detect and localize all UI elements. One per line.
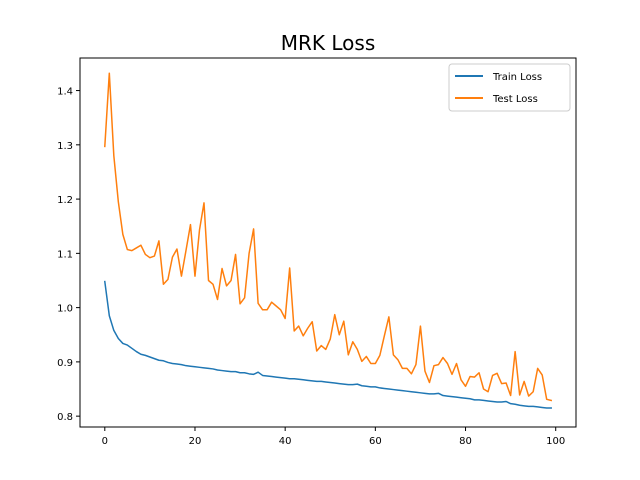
legend-label-train-loss: Train Loss: [492, 72, 542, 83]
y-tick-label: 1.3: [57, 141, 73, 152]
x-tick-label: 60: [369, 436, 382, 447]
x-tick-label: 80: [459, 436, 472, 447]
y-axis: 0.8 0.9 1.0 1.1 1.2 1.3 1.4: [57, 87, 80, 423]
x-tick-label: 100: [546, 436, 565, 447]
series-line-train-loss: [103, 280, 552, 409]
x-tick-label: 20: [189, 436, 202, 447]
legend-label-test-loss: Test Loss: [492, 94, 538, 105]
x-tick-label: 40: [279, 436, 292, 447]
y-tick-label: 1.4: [57, 87, 73, 98]
y-tick-label: 1.0: [57, 304, 73, 315]
y-tick-label: 1.1: [57, 249, 73, 260]
x-tick-label: 0: [102, 436, 108, 447]
series-line-test-loss: [104, 72, 553, 402]
plot-area: [103, 72, 553, 409]
axes-frame: [79, 57, 577, 428]
x-axis: 0 20 40 60 80 100: [102, 427, 565, 447]
y-tick-label: 1.2: [57, 195, 73, 206]
y-tick-label: 0.8: [57, 412, 73, 423]
y-tick-label: 0.9: [57, 358, 73, 369]
legend: Train Loss Test Loss: [448, 63, 571, 112]
chart-title: MRK Loss: [281, 31, 376, 55]
